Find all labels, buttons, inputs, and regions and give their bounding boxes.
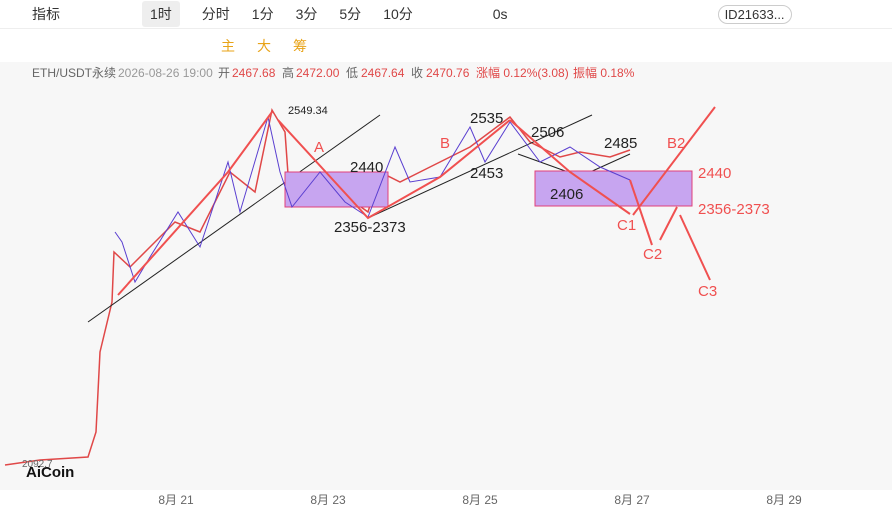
low-label: 低 [346,66,358,80]
close-label: 收 [411,66,423,80]
large-button[interactable]: 大 [257,38,271,54]
datetime: 2026-08-26 19:00 [118,66,213,80]
label: 2092.7 [22,459,53,470]
x-tick-label: 8月 27 [614,493,650,507]
price-path [4,107,631,466]
high: 2472.00 [296,66,340,80]
high-label: 高 [282,65,294,80]
label: 2356-2373 [334,219,406,236]
interval-select[interactable]: 1时 [142,1,180,27]
wave-arrows [117,106,716,296]
indicator-button[interactable]: 指标 [32,6,60,22]
annotations: 2549.34 A 2440 2356-2373 B 2535 2506 245… [22,105,770,481]
x-tick-label: 8月 25 [462,493,498,507]
chart: ETH/USDT永续 2026-08-26 19:00 开 2467.68 高 … [0,62,892,507]
interval[interactable]: 1分 [251,6,274,22]
x-tick-label: 8月 21 [158,493,194,507]
chips-button[interactable]: 筹 [293,38,307,54]
interval[interactable]: 分时 [201,6,230,22]
change: 涨幅 0.12%(3.08) [476,65,569,80]
interval[interactable]: 3分 [295,6,318,22]
wave-zigzag [114,116,631,284]
zone-box [534,170,693,207]
label: 2549.34 [288,105,328,117]
label: B2 [667,135,685,152]
interval[interactable]: 5分 [339,6,362,22]
logo: AiCoin [26,464,74,481]
chart-bg [0,62,892,490]
x-tick-label: 8月 29 [766,493,802,507]
x-tick-label: 8月 23 [310,493,346,507]
label: 2453 [470,165,503,182]
account[interactable]: ID21633... [717,4,792,24]
draw-toolbar: 主 大 筹 [0,30,892,62]
label: 2440 [350,159,383,176]
close: 2470.76 [426,66,470,80]
info-bar: ETH/USDT永续 2026-08-26 19:00 开 2467.68 高 … [32,65,635,80]
label: 2406 [550,186,583,203]
main-button[interactable]: 主 [221,38,235,54]
label: 2506 [531,124,564,141]
refresh[interactable]: 0s [492,6,508,22]
amplitude: 振幅 0.18% [573,65,635,80]
label: A [314,139,324,156]
label: 2485 [604,135,637,152]
top-toolbar: 指标 1时 分时 1分 3分 5分 10分 0s ID21633... [0,0,892,29]
label: C1 [617,217,636,234]
interval[interactable]: 10分 [383,6,413,22]
zone-box [284,171,389,208]
label: 2535 [470,110,503,127]
x-axis: 8月 21 8月 23 8月 25 8月 27 8月 29 [158,493,802,507]
label: 2356-2373 [698,201,770,218]
open-label: 开 [218,66,230,80]
open: 2467.68 [232,66,276,80]
label: 2440 [698,165,731,182]
low: 2467.64 [361,66,405,80]
symbol: ETH/USDT永续 [32,66,116,80]
label: B [440,135,450,152]
label: C3 [698,283,717,300]
label: C2 [643,246,662,263]
